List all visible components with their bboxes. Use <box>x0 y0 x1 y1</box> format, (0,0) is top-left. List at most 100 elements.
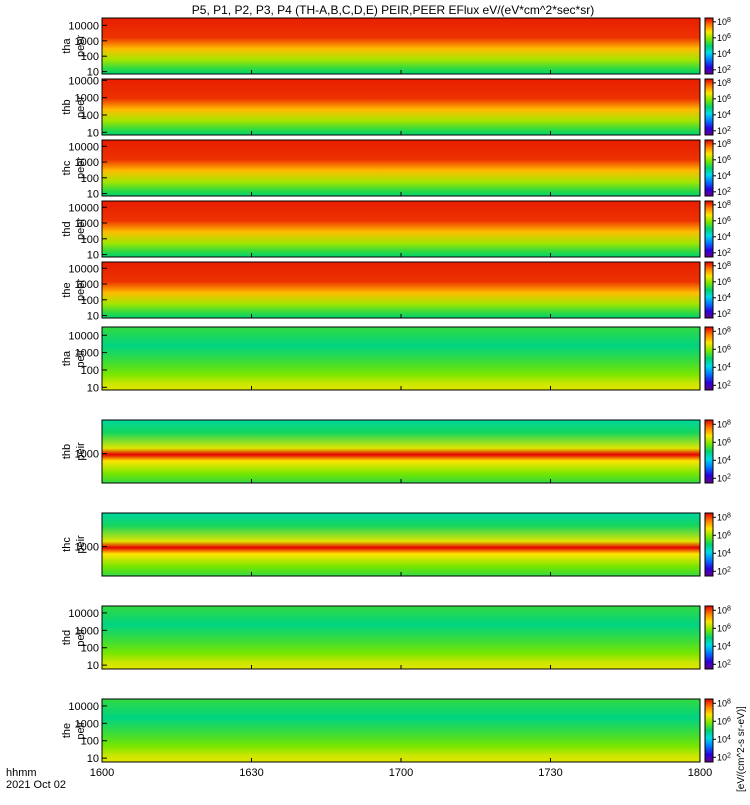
colorbar-tick-label: 106 <box>717 716 731 727</box>
y-tick-label: 1000 <box>75 718 99 730</box>
colorbar-tick-label: 108 <box>717 512 731 523</box>
ylabel-species: peer <box>75 35 87 57</box>
ylabel-probe: tha <box>61 37 73 53</box>
x-tick-label: 1700 <box>389 767 413 779</box>
y-tick-label: 1000 <box>75 93 99 105</box>
colorbar-tick-label: 106 <box>717 276 731 287</box>
colorbar-unit-label: [eV/(cm^2-s sr-eV)] <box>736 706 747 792</box>
colorbar <box>704 419 714 484</box>
y-tick-label: 1000 <box>75 542 99 554</box>
y-tick-label: 10 <box>87 382 99 394</box>
colorbar <box>704 78 714 136</box>
colorbar <box>704 200 714 258</box>
y-tick-label: 10 <box>87 189 99 201</box>
ylabel-probe: the <box>61 282 73 297</box>
colorbar-tick-label: 104 <box>717 109 731 120</box>
colorbar-tick-label: 102 <box>717 186 731 197</box>
panel-the-peer: 10000 1000 100 10 the peer 108 106 104 102 <box>61 260 731 322</box>
spectrogram-the-peer <box>102 262 700 318</box>
colorbar-tick-label: 102 <box>717 473 731 484</box>
colorbar-tick-label: 104 <box>717 734 731 745</box>
y-tick-label: 10000 <box>68 701 99 713</box>
colorbar-tick-label: 108 <box>717 605 731 616</box>
spectrogram-thc-peir <box>102 513 700 576</box>
colorbar-tick-label: 108 <box>717 77 731 88</box>
date-label: 2021 Oct 02 <box>6 779 66 791</box>
colorbar-tick-label: 102 <box>717 380 731 391</box>
x-tick-label: 1600 <box>90 767 114 779</box>
colorbar-tick-label: 106 <box>717 437 731 448</box>
y-tick-label: 100 <box>81 295 99 307</box>
colorbar-tick-label: 104 <box>717 362 731 373</box>
colorbar-tick-label: 106 <box>717 93 731 104</box>
time-axis-label: hhmm <box>6 767 37 779</box>
y-tick-label: 1000 <box>75 625 99 637</box>
colorbar-tick-label: 102 <box>717 64 731 75</box>
ylabel-probe: the <box>61 723 73 738</box>
colorbar-tick-label: 108 <box>717 16 731 27</box>
ylabel-probe: thd <box>61 221 73 236</box>
spectrogram-thb-peer <box>102 79 700 135</box>
ylabel-probe: tha <box>61 350 73 366</box>
y-tick-label: 1000 <box>75 348 99 360</box>
colorbar <box>704 512 714 577</box>
y-tick-label: 1000 <box>75 36 99 48</box>
colorbar-tick-label: 102 <box>717 659 731 670</box>
ylabel-probe: thd <box>61 630 73 645</box>
y-tick-label: 10 <box>87 67 99 79</box>
y-tick-label: 10000 <box>68 608 99 620</box>
y-tick-label: 1000 <box>75 279 99 291</box>
colorbar-tick-label: 104 <box>717 48 731 59</box>
colorbar-tick-label: 108 <box>717 199 731 210</box>
panel-tha-peer: 10000 1000 100 10 tha peer 108 106 104 102 <box>61 16 731 78</box>
spectrogram-thb-peir <box>102 420 700 483</box>
colorbar <box>704 139 714 197</box>
x-tick-label: 1730 <box>538 767 562 779</box>
y-tick-label: 100 <box>81 173 99 185</box>
y-tick-label: 100 <box>81 234 99 246</box>
spectrogram-tha-peer <box>102 18 700 74</box>
y-tick-label: 1000 <box>75 218 99 230</box>
y-tick-label: 10 <box>87 311 99 323</box>
colorbar-tick-label: 104 <box>717 455 731 466</box>
y-tick-label: 10 <box>87 753 99 765</box>
y-tick-label: 10000 <box>68 20 99 32</box>
y-tick-label: 1000 <box>75 449 99 461</box>
colorbar-tick-label: 108 <box>717 419 731 430</box>
spectrogram-the-peir <box>102 699 700 762</box>
y-tick-label: 10000 <box>68 202 99 214</box>
ylabel-probe: thc <box>61 537 73 552</box>
colorbar-tick-label: 106 <box>717 344 731 355</box>
colorbar-tick-label: 106 <box>717 530 731 541</box>
colorbar <box>704 605 714 670</box>
x-tick-label: 1800 <box>688 767 712 779</box>
y-tick-label: 10000 <box>68 75 99 87</box>
ylabel-species: peer <box>75 96 87 118</box>
colorbar-tick-label: 108 <box>717 260 731 271</box>
ylabel-probe: thb <box>61 444 73 459</box>
spectrogram-thd-peir <box>102 606 700 669</box>
colorbar <box>704 698 714 763</box>
ylabel-probe: thc <box>61 160 73 175</box>
ylabel-species: peir <box>75 721 87 740</box>
y-tick-label: 100 <box>81 110 99 122</box>
colorbar-tick-label: 102 <box>717 125 731 136</box>
y-tick-label: 10 <box>87 127 99 139</box>
colorbar-tick-label: 106 <box>717 215 731 226</box>
colorbar-tick-label: 108 <box>717 138 731 149</box>
colorbar <box>704 261 714 319</box>
ylabel-species: peer <box>75 157 87 179</box>
ylabel-species: peer <box>75 279 87 301</box>
y-tick-label: 100 <box>81 51 99 63</box>
y-tick-label: 10000 <box>68 141 99 153</box>
ylabel-species: peir <box>75 442 87 461</box>
colorbar-tick-label: 104 <box>717 231 731 242</box>
colorbar-tick-label: 106 <box>717 623 731 634</box>
y-tick-label: 10000 <box>68 263 99 275</box>
x-tick-label: 1630 <box>239 767 263 779</box>
y-tick-label: 10 <box>87 660 99 672</box>
spectrogram-thd-peer <box>102 201 700 257</box>
